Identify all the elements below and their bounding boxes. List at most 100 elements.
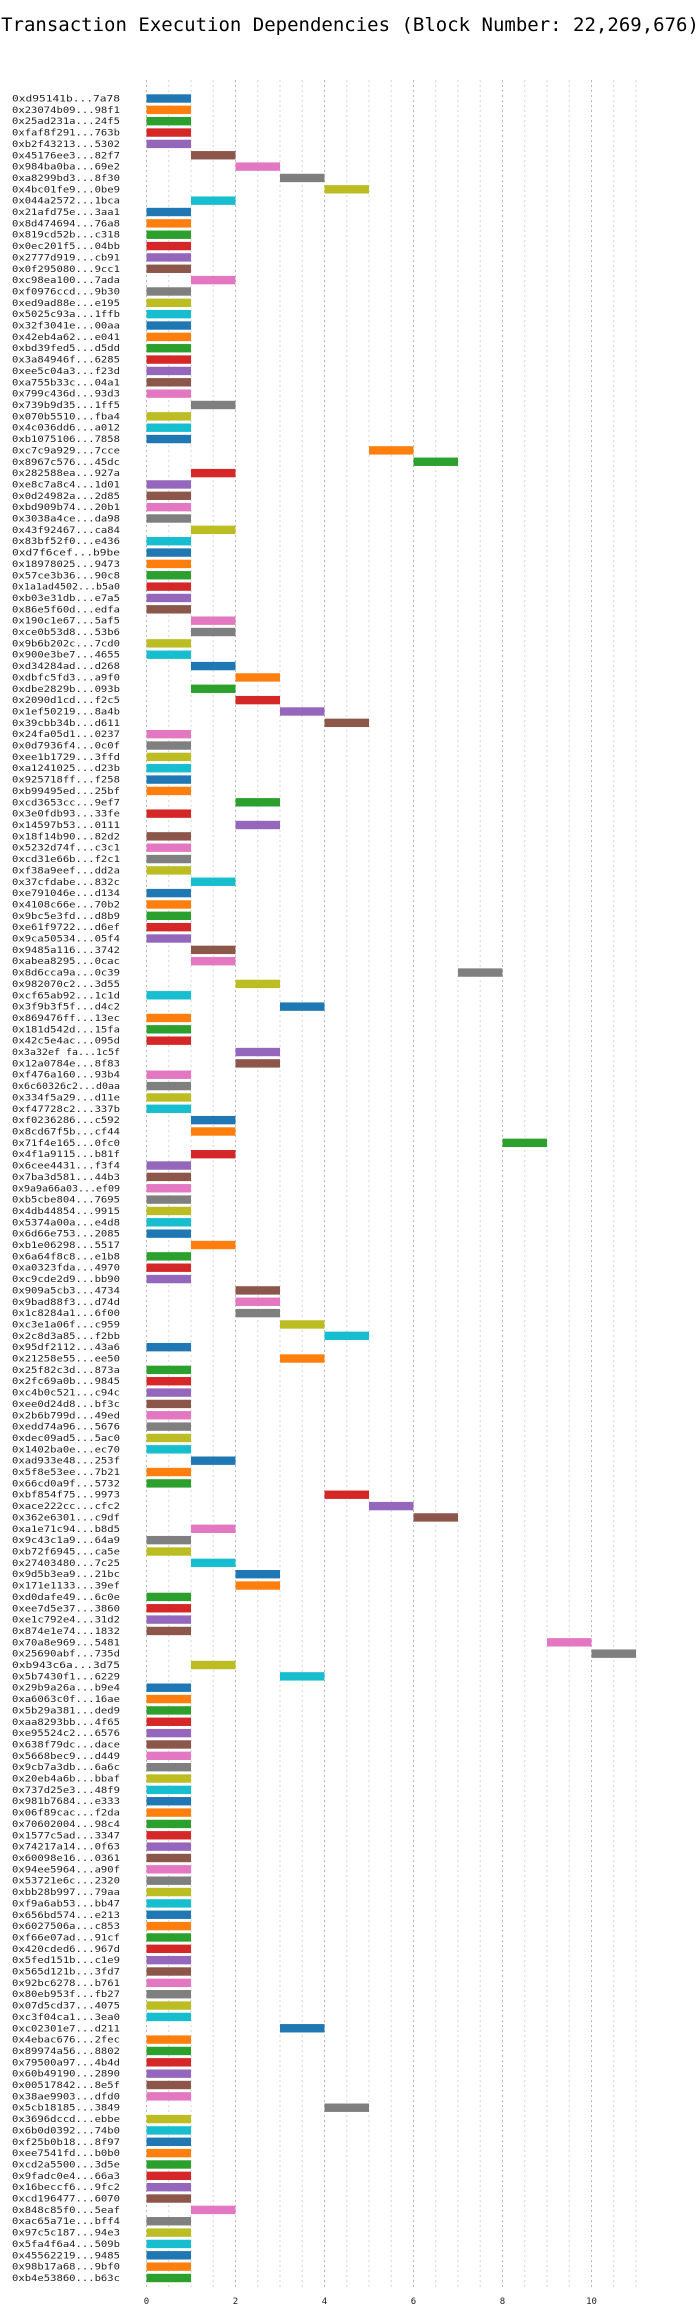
transaction-hash-label: 0x92bc6278...b761 [12,1979,120,1989]
transaction-hash-label: 0x98b17a68...9bf0 [12,2263,120,2273]
transaction-hash-label: 0x39cbb34b...d611 [12,719,120,729]
execution-bar [146,1876,191,1885]
transaction-hash-label: 0x6a64f8c8...e1b8 [12,1252,120,1262]
execution-bar [146,559,191,569]
transaction-hash-label: 0xee0d24d8...bf3c [12,1400,120,1410]
transaction-hash-label: 0xf0236286...c592 [12,1116,120,1126]
transaction-hash-label: 0xb1e06298...5517 [12,1241,120,1251]
transaction-hash-label: 0x71f4e165...0fc0 [12,1139,120,1149]
execution-bar [191,684,236,693]
execution-bar [369,446,414,455]
transaction-hash-label: 0xdec09ad5...5ac0 [12,1434,120,1444]
execution-bar [146,423,191,432]
transaction-hash-label: 0x0d7936f4...0c0f [12,742,120,752]
transaction-hash-label: 0xb2f43213...5302 [12,140,120,150]
execution-bar [146,105,191,115]
execution-bar [146,366,191,376]
transaction-hash-label: 0xe95524c2...6576 [12,1729,120,1739]
transaction-hash-label: 0xd7f6cef...b9be [12,549,120,559]
execution-bar [146,207,191,217]
transaction-hash-label: 0xf38a9eef...dd2a [12,866,120,876]
execution-bar [146,1377,191,1386]
execution-bar [146,2273,191,2283]
transaction-hash-label: 0x5cb18185...3849 [12,2104,120,2114]
execution-bar [146,2194,191,2203]
execution-bar [146,117,191,126]
transaction-hash-label: 0x3038a4ce...da98 [12,515,120,525]
transaction-hash-label: 0xd0dafe49...6c0e [12,1593,120,1603]
execution-bar [280,1002,325,1011]
execution-bar [146,502,191,512]
execution-bar [146,1933,191,1942]
execution-bar [413,1513,458,1522]
transaction-hash-label: 0x5b29a381...ded9 [12,1706,120,1716]
execution-bar [146,1547,191,1556]
transaction-hash-label: 0x4f1a9115...b81f [12,1150,120,1160]
execution-bar [235,798,280,807]
transaction-hash-label: 0x9485a116...3742 [12,946,120,956]
transaction-hash-label: 0x9a9a66a03...ef09 [12,1184,120,1194]
transaction-hash-label: 0x6027506a...c853 [12,1922,120,1932]
transaction-hash-label: 0x799c436d...93d3 [12,390,120,400]
execution-bar [146,1944,191,1954]
transaction-hash-label: 0x874e1e74...1832 [12,1627,120,1637]
transaction-hash-label: 0xc3e1a06f...c959 [12,1320,120,1330]
execution-bar [191,1115,236,1125]
transaction-hash-label: 0x190c1e67...5af5 [12,617,120,627]
execution-bar [146,1013,191,1023]
execution-bar [191,1456,236,1465]
x-tick-label: 6 [411,2297,416,2307]
x-tick-label: 0 [144,2297,149,2307]
transaction-hash-label: 0x171e1133...39ef [12,1582,120,1592]
execution-bar [146,2262,191,2271]
transaction-hash-label: 0xbd39fed5...d5dd [12,344,120,354]
execution-bar [146,1535,191,1545]
transaction-hash-label: 0x3a32ef fa...1c5f [12,1048,120,1058]
execution-bar [324,1490,369,1499]
execution-bar [146,1683,191,1692]
transaction-hash-label: 0x3a84946f...6285 [12,356,120,366]
execution-bar [146,219,191,228]
execution-bar [146,321,191,330]
transaction-hash-label: 0x9b6b202c...7cd0 [12,639,120,649]
execution-bar [146,911,191,921]
transaction-hash-label: 0x282588ea...927a [12,469,120,479]
transaction-hash-label: 0x6b0d0392...74b0 [12,2126,120,2136]
transaction-hash-label: 0x74217a14...0f63 [12,1843,120,1853]
x-tick-label: 8 [500,2297,505,2307]
transaction-hash-label: 0xdbfc5fd3...a9f0 [12,673,120,683]
execution-bar [191,1558,236,1568]
transaction-hash-label: 0xb5cbe804...7695 [12,1196,120,1206]
transaction-hash-label: 0x0d24982a...2d85 [12,492,120,502]
execution-bar [146,1955,191,1965]
transaction-hash-label: 0x23074b09...98f1 [12,106,120,116]
execution-bar [324,1331,369,1341]
transaction-hash-label: 0x900e3be7...4655 [12,651,120,661]
transaction-hash-label: 0x43f92467...ca84 [12,526,120,536]
transaction-hash-label: 0x1577c5ad...3347 [12,1831,120,1841]
x-tick-label: 4 [322,2297,327,2307]
execution-bar [146,922,191,932]
execution-bar [146,309,191,319]
transaction-hash-label: 0x9fadc0e4...66a3 [12,2172,120,2182]
execution-bar [146,593,191,603]
execution-bar [146,991,191,1000]
execution-bar [146,2114,191,2124]
execution-bar [146,1899,191,1908]
transaction-hash-label: 0x656bd574...e213 [12,1911,120,1921]
execution-bar [146,2058,191,2067]
transaction-hash-label: 0x848c85f0...5eaf [12,2206,120,2216]
execution-bar [146,1740,191,1749]
execution-bar [146,1252,191,1261]
execution-bar [146,1694,191,1704]
execution-bar [146,1433,191,1443]
transaction-hash-label: 0x925718ff...f258 [12,776,120,786]
execution-bar [235,1059,280,1068]
execution-bar [146,1706,191,1715]
execution-bar [146,1388,191,1397]
transaction-hash-label: 0x94ee5964...a90f [12,1865,120,1875]
transaction-hash-label: 0x565d121b...3fd7 [12,1968,120,1978]
transaction-hash-label: 0xf0976ccd...9b30 [12,287,120,297]
execution-bar [146,1728,191,1738]
